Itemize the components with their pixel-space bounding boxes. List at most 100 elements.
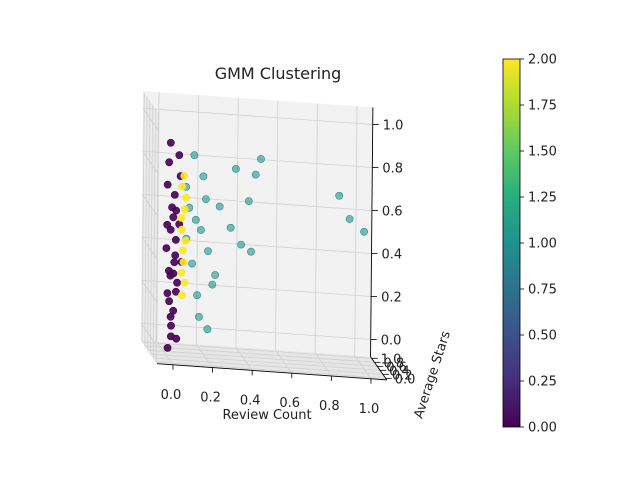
- scatter-point-cluster-0: [170, 258, 179, 267]
- grid-line: [150, 353, 381, 371]
- grid-line: [141, 237, 159, 261]
- colorbar-tick-label: 0.75: [528, 283, 557, 298]
- x-tick-label: 0.4: [240, 393, 261, 408]
- scatter-point-cluster-2: [182, 193, 190, 202]
- x-tick-label: 0.2: [200, 391, 221, 406]
- scatter-point-cluster-0: [165, 297, 173, 306]
- colorbar-tick-label: 0.00: [528, 421, 557, 436]
- x-axis-line: [157, 363, 387, 381]
- scatter-point-cluster-1: [247, 247, 255, 256]
- grid-line: [195, 344, 213, 368]
- grid-line: [141, 341, 372, 359]
- y-axis-label: Average Stars: [411, 329, 453, 420]
- scatter-point-cluster-1: [231, 164, 240, 173]
- scatter-point-cluster-2: [177, 268, 186, 277]
- z-tick-label: 0.6: [382, 205, 403, 220]
- scatter-point-cluster-1: [244, 197, 253, 205]
- z-tick-label: 0.0: [381, 334, 402, 349]
- scatter-point-cluster-1: [360, 227, 368, 236]
- scatter-point-cluster-2: [180, 172, 189, 180]
- scatter-point-cluster-2: [178, 246, 187, 255]
- x-tick-label: 0.0: [161, 388, 182, 403]
- grid-line: [147, 349, 378, 367]
- scatter-point-cluster-1: [199, 172, 208, 181]
- scatter-point-cluster-0: [163, 343, 172, 352]
- scatter-point-cluster-2: [177, 213, 186, 222]
- grid-line: [142, 151, 160, 175]
- scatter-point-cluster-0: [163, 180, 172, 189]
- scatter-point-cluster-2: [180, 278, 189, 287]
- back-pane: [140, 91, 373, 357]
- grid-line: [314, 352, 332, 377]
- scatter-point-cluster-2: [178, 182, 187, 191]
- grid-line: [235, 97, 239, 348]
- axes-3d-grid: [140, 92, 386, 380]
- grid-line: [144, 345, 375, 363]
- y-tick-label: 1.0: [381, 352, 402, 367]
- x-tick-label: 0.6: [279, 396, 300, 411]
- grid-line: [142, 108, 160, 132]
- grid-line: [153, 357, 383, 375]
- grid-line: [142, 193, 372, 211]
- scatter-point-cluster-2: [180, 205, 189, 214]
- grid-line: [156, 341, 174, 366]
- scatter-point-cluster-0: [169, 213, 178, 222]
- scatter-point-cluster-0: [170, 190, 179, 199]
- grid-line: [147, 100, 151, 351]
- colorbar-tick-label: 1.75: [528, 99, 557, 114]
- x-tick-label: 0.8: [319, 399, 340, 414]
- grid-line: [141, 236, 372, 254]
- scatter-point-cluster-0: [163, 289, 172, 297]
- axes-3d-lines: [157, 107, 388, 381]
- scatter-point-cluster-1: [190, 151, 199, 160]
- scatter-point-cluster-0: [171, 287, 180, 296]
- z-tick-label: 0.2: [381, 291, 402, 306]
- scatter-points: [162, 138, 368, 352]
- scatter-point-cluster-2: [181, 236, 190, 245]
- y-axis-line: [370, 356, 388, 381]
- z-tick-label: 1.0: [383, 119, 404, 134]
- colorbar-gradient: [502, 58, 521, 428]
- scatter-point-cluster-1: [257, 155, 265, 163]
- scatter-point-cluster-0: [171, 235, 180, 244]
- scatter-point-cluster-0: [169, 306, 178, 315]
- scatter-point-cluster-2: [177, 225, 186, 234]
- grid-line: [141, 92, 145, 343]
- y-tick-label: 0.8: [383, 356, 404, 371]
- scatter-point-cluster-1: [251, 170, 260, 179]
- scatter-point-cluster-1: [208, 280, 217, 289]
- scatter-point-cluster-1: [191, 215, 200, 224]
- colorbar-tick-label: 0.25: [528, 375, 557, 390]
- scatter-point-cluster-1: [203, 325, 212, 334]
- scatter-point-cluster-0: [166, 138, 175, 147]
- axes-3d-tick-labels: 0.0 0.2 0.4 0.6 0.8 1.00.00.20.40.60.81.00.00…: [161, 119, 416, 417]
- scatter-point-cluster-0: [162, 244, 171, 252]
- scatter-point-cluster-1: [201, 195, 210, 203]
- scatter-point-cluster-0: [167, 321, 175, 330]
- grid-line: [314, 103, 318, 353]
- scatter-point-cluster-1: [226, 223, 235, 232]
- x-tick-label: 1.0: [359, 402, 380, 417]
- scatter-point-cluster-1: [193, 291, 201, 300]
- z-axis-line: [370, 107, 374, 357]
- y-tick-label: 0.0: [395, 372, 416, 387]
- scatter-point-cluster-0: [171, 251, 180, 260]
- scatter-point-cluster-2: [179, 258, 188, 266]
- x-axis-label: Review Count: [222, 408, 311, 423]
- grid-line: [155, 361, 386, 379]
- colorbar-ticks: 0.00 0.25 0.50 0.75 1.00 1.25 1.50 1.75 2.00: [520, 53, 557, 436]
- grid-line: [144, 96, 148, 347]
- scatter-point-cluster-0: [175, 151, 184, 159]
- scatter-point-cluster-1: [237, 240, 245, 249]
- scatter-point-cluster-1: [194, 312, 203, 321]
- scatter-point-cluster-0: [163, 220, 172, 229]
- grid-line: [143, 107, 373, 125]
- colorbar-tick-label: 2.00: [528, 53, 557, 68]
- colorbar: 0.00 0.25 0.50 0.75 1.00 1.25 1.50 1.75 2.00: [502, 53, 557, 436]
- colorbar-tick-label: 1.25: [528, 191, 557, 206]
- scatter-point-cluster-1: [345, 215, 354, 223]
- grid-line: [152, 108, 156, 359]
- scatter-point-cluster-1: [196, 226, 205, 234]
- colorbar-tick-label: 1.00: [528, 237, 557, 252]
